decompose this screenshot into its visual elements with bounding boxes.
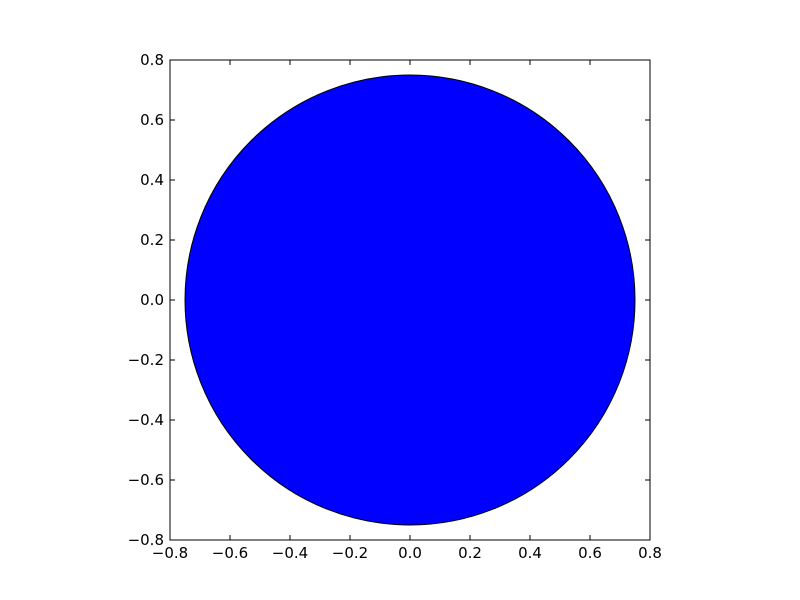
y-tick-label: 0.0: [140, 291, 164, 309]
tick-labels-layer: −0.8 −0.6 −0.4 −0.2 0.0 0.2 0.4 0.6 0.8 −0.8 −0.6 −…: [128, 51, 662, 562]
y-tick-label: 0.4: [140, 171, 164, 189]
x-tick-label: 0.0: [398, 544, 422, 562]
shapes-layer: [184, 74, 636, 526]
y-tick-label: −0.8: [128, 531, 164, 549]
ticks-layer: [169, 59, 651, 541]
y-tick-label: 0.8: [140, 51, 164, 69]
circle-patch-0: [184, 74, 636, 526]
y-tick-label: −0.6: [128, 471, 164, 489]
y-tick-label: 0.6: [140, 111, 164, 129]
x-tick-label: −0.4: [272, 544, 308, 562]
x-tick-label: 0.2: [458, 544, 482, 562]
y-tick-label: 0.2: [140, 231, 164, 249]
x-tick-label: −0.6: [212, 544, 248, 562]
y-tick-label: −0.2: [128, 351, 164, 369]
x-tick-label: 0.4: [518, 544, 542, 562]
x-tick-label: −0.8: [152, 544, 188, 562]
x-tick-label: −0.2: [332, 544, 368, 562]
x-tick-label: 0.6: [578, 544, 602, 562]
x-tick-label: 0.8: [638, 544, 662, 562]
y-tick-label: −0.4: [128, 411, 164, 429]
